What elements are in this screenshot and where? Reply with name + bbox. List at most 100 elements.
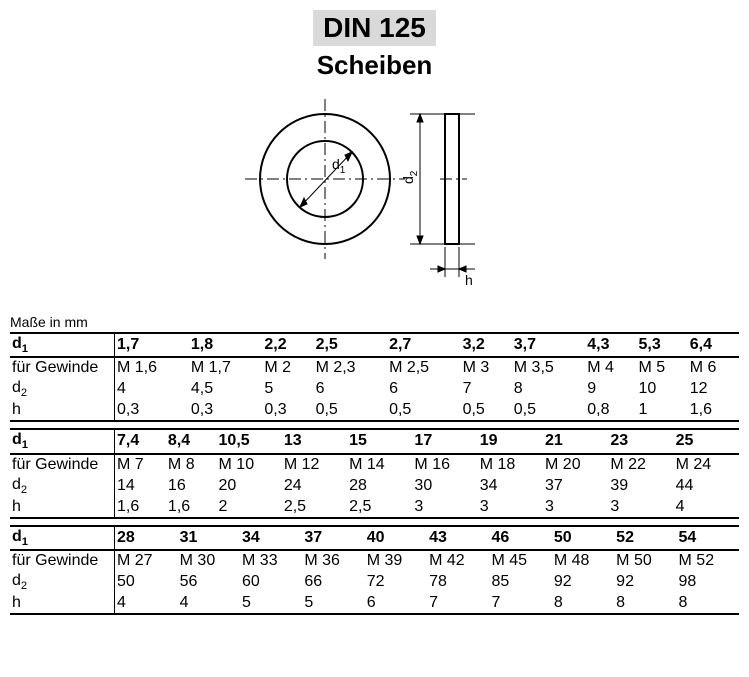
data-cell: 7 bbox=[461, 378, 512, 400]
row-label: d2 bbox=[10, 571, 115, 593]
data-cell: 3,7 bbox=[512, 333, 586, 357]
data-cell: M 5 bbox=[637, 357, 688, 378]
data-cell: M 52 bbox=[677, 550, 739, 571]
data-cell: 8,4 bbox=[166, 429, 217, 453]
data-cell: 46 bbox=[489, 526, 551, 550]
data-cell: 3,2 bbox=[461, 333, 512, 357]
data-cell: 15 bbox=[347, 429, 412, 453]
table-row: h4455677888 bbox=[10, 593, 739, 614]
data-cell: 8 bbox=[614, 593, 676, 614]
table-row: für GewindeM 27M 30M 33M 36M 39M 42M 45M… bbox=[10, 550, 739, 571]
header: DIN 125 Scheiben bbox=[10, 10, 739, 81]
data-cell: 37 bbox=[543, 475, 608, 497]
data-cell: M 27 bbox=[115, 550, 178, 571]
data-cell: 2 bbox=[217, 497, 282, 518]
data-cell: 92 bbox=[614, 571, 676, 593]
row-label: für Gewinde bbox=[10, 357, 115, 378]
data-cell: 5 bbox=[302, 593, 364, 614]
data-cell: 56 bbox=[178, 571, 240, 593]
data-cell: 0,3 bbox=[115, 400, 189, 421]
data-cell: 6 bbox=[365, 593, 427, 614]
data-cell: M 20 bbox=[543, 454, 608, 475]
row-label: h bbox=[10, 497, 115, 518]
data-cell: M 18 bbox=[478, 454, 543, 475]
table-row: für GewindeM 7M 8M 10M 12M 14M 16M 18M 2… bbox=[10, 454, 739, 475]
row-label: h bbox=[10, 400, 115, 421]
data-cell: 3 bbox=[412, 497, 477, 518]
data-cell: 40 bbox=[365, 526, 427, 550]
data-cell: 30 bbox=[412, 475, 477, 497]
data-cell: 1,7 bbox=[115, 333, 189, 357]
row-label: für Gewinde bbox=[10, 550, 115, 571]
data-cell: 8 bbox=[677, 593, 739, 614]
row-label: für Gewinde bbox=[10, 454, 115, 475]
table-row: d128313437404346505254 bbox=[10, 526, 739, 550]
data-cell: 34 bbox=[478, 475, 543, 497]
data-cell: 37 bbox=[302, 526, 364, 550]
data-cell: M 2,3 bbox=[314, 357, 388, 378]
data-cell: 6,4 bbox=[688, 333, 739, 357]
data-cell: 4 bbox=[115, 378, 189, 400]
data-cell: M 3,5 bbox=[512, 357, 586, 378]
units-note: Maße in mm bbox=[10, 314, 739, 330]
data-cell: 54 bbox=[677, 526, 739, 550]
label-h: h bbox=[465, 272, 473, 288]
data-cell: 10 bbox=[637, 378, 688, 400]
data-cell: 23 bbox=[608, 429, 673, 453]
data-cell: 28 bbox=[115, 526, 178, 550]
row-label: d2 bbox=[10, 378, 115, 400]
data-cell: 60 bbox=[240, 571, 302, 593]
data-cell: 2,2 bbox=[262, 333, 313, 357]
data-cell: 16 bbox=[166, 475, 217, 497]
data-cell: 0,5 bbox=[387, 400, 461, 421]
data-cell: 7,4 bbox=[115, 429, 166, 453]
table-row: h0,30,30,30,50,50,50,50,811,6 bbox=[10, 400, 739, 421]
data-cell: 85 bbox=[489, 571, 551, 593]
subtitle: Scheiben bbox=[10, 50, 739, 81]
table-row: d17,48,410,513151719212325 bbox=[10, 429, 739, 453]
data-cell: M 16 bbox=[412, 454, 477, 475]
data-cell: 5 bbox=[240, 593, 302, 614]
data-cell: 0,8 bbox=[585, 400, 636, 421]
label-d2: d2 bbox=[400, 170, 420, 184]
table-row: d214162024283034373944 bbox=[10, 475, 739, 497]
data-cell: M 12 bbox=[282, 454, 347, 475]
data-cell: 1,8 bbox=[189, 333, 263, 357]
data-cell: 7 bbox=[489, 593, 551, 614]
data-cell: M 30 bbox=[178, 550, 240, 571]
data-cell: 50 bbox=[115, 571, 178, 593]
din-title: DIN 125 bbox=[313, 10, 436, 46]
data-cell: 20 bbox=[217, 475, 282, 497]
data-cell: 4,3 bbox=[585, 333, 636, 357]
data-cell: M 7 bbox=[115, 454, 166, 475]
data-cell: 1,6 bbox=[688, 400, 739, 421]
data-cell: 8 bbox=[512, 378, 586, 400]
data-cell: 24 bbox=[282, 475, 347, 497]
data-cell: 7 bbox=[427, 593, 489, 614]
data-cell: 4 bbox=[115, 593, 178, 614]
data-cell: 2,7 bbox=[387, 333, 461, 357]
data-cell: 31 bbox=[178, 526, 240, 550]
data-cell: 0,3 bbox=[189, 400, 263, 421]
dimension-block: d128313437404346505254für GewindeM 27M 3… bbox=[10, 525, 739, 615]
washer-diagram-svg: d1 d2 h bbox=[245, 89, 505, 289]
data-cell: M 2 bbox=[262, 357, 313, 378]
data-cell: M 22 bbox=[608, 454, 673, 475]
data-cell: 0,5 bbox=[512, 400, 586, 421]
data-cell: 52 bbox=[614, 526, 676, 550]
data-cell: 17 bbox=[412, 429, 477, 453]
data-cell: M 8 bbox=[166, 454, 217, 475]
data-cell: 2,5 bbox=[282, 497, 347, 518]
dimension-tables: d11,71,82,22,52,73,23,74,35,36,4für Gewi… bbox=[10, 332, 739, 615]
data-cell: 2,5 bbox=[314, 333, 388, 357]
table-row: d11,71,82,22,52,73,23,74,35,36,4 bbox=[10, 333, 739, 357]
data-cell: 10,5 bbox=[217, 429, 282, 453]
data-cell: 8 bbox=[552, 593, 614, 614]
data-cell: 12 bbox=[688, 378, 739, 400]
row-label: d1 bbox=[10, 333, 115, 357]
data-cell: M 33 bbox=[240, 550, 302, 571]
data-cell: 3 bbox=[478, 497, 543, 518]
table-row: d250566066727885929298 bbox=[10, 571, 739, 593]
label-d1: d1 bbox=[332, 156, 346, 176]
data-cell: 50 bbox=[552, 526, 614, 550]
